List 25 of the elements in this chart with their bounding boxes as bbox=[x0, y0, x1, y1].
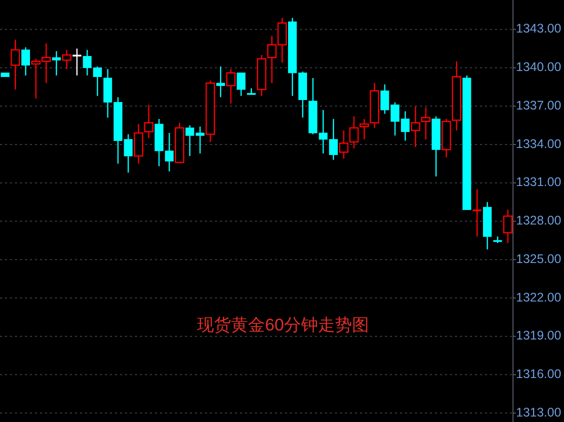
candlestick bbox=[410, 106, 420, 148]
candlestick bbox=[216, 66, 225, 98]
y-tick-label: 1325.00 bbox=[516, 252, 562, 266]
candlestick bbox=[360, 118, 369, 140]
y-tick-label: 1334.00 bbox=[516, 136, 562, 151]
candlestick bbox=[421, 106, 430, 140]
y-tick-label: 1328.00 bbox=[516, 214, 562, 228]
y-tick-label: 1313.00 bbox=[516, 405, 562, 420]
candlestick bbox=[21, 46, 30, 76]
y-tick-label: 1337.00 bbox=[516, 98, 562, 112]
candlestick bbox=[10, 39, 20, 90]
text: 现货黄金60分钟走势图 bbox=[197, 315, 369, 334]
y-tick-label: 1322.00 bbox=[516, 290, 562, 304]
y-tick-label: 1340.00 bbox=[516, 60, 562, 74]
candlestick bbox=[442, 118, 452, 158]
candlestick bbox=[339, 130, 348, 160]
candlestick bbox=[472, 188, 482, 238]
candlestick bbox=[206, 80, 216, 143]
candlestick bbox=[144, 104, 154, 139]
candlestick bbox=[452, 60, 462, 132]
y-tick-label: 1319.00 bbox=[516, 328, 562, 343]
y-tick-label: 1316.00 bbox=[516, 366, 562, 381]
candlestick bbox=[62, 49, 72, 70]
y-tick-label: 1331.00 bbox=[516, 175, 562, 190]
y-tick-label: 1343.00 bbox=[516, 22, 562, 36]
